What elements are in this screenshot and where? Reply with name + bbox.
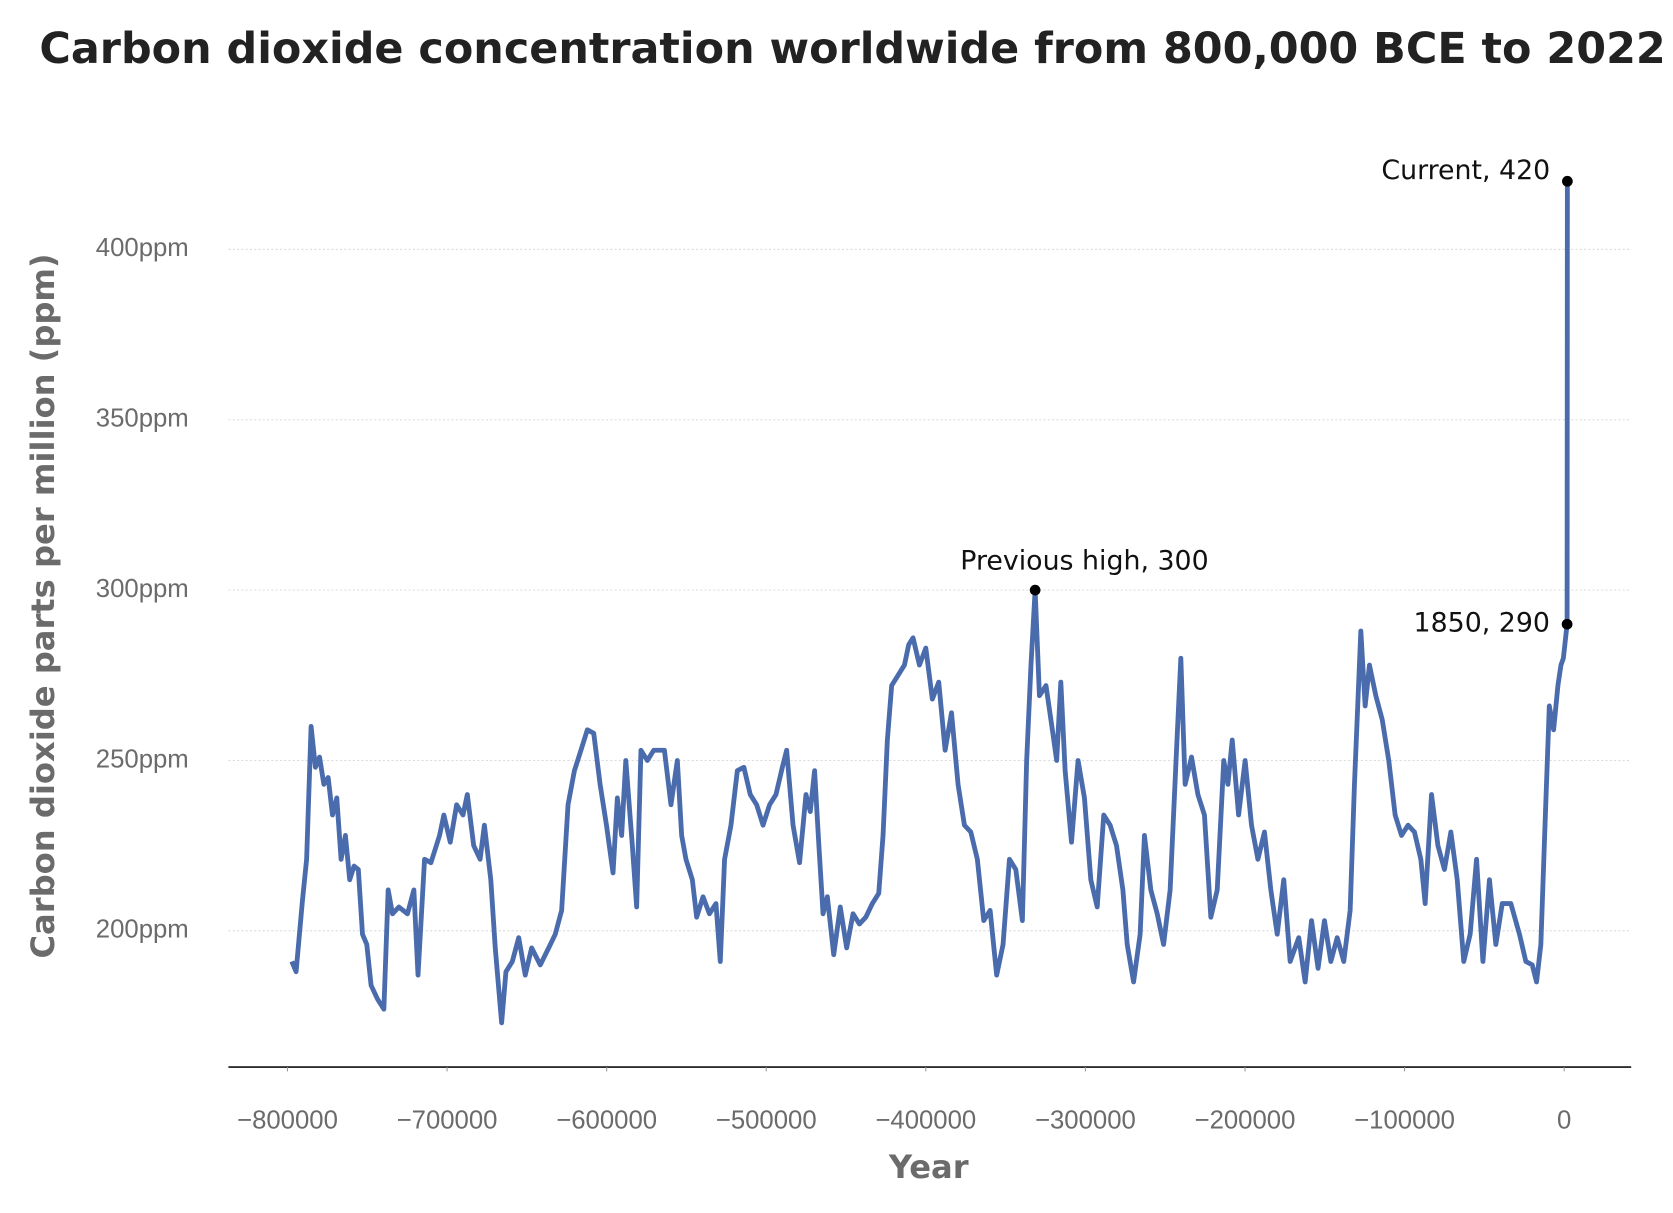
x-tick-label: −500000: [716, 1107, 817, 1135]
y-tick-label: 200ppm: [96, 916, 189, 944]
x-tick-label: −300000: [1035, 1107, 1136, 1135]
x-tick-label: 0: [1557, 1107, 1571, 1135]
annotation-dot: [1029, 584, 1041, 596]
chart-title: Carbon dioxide concentration worldwide f…: [39, 24, 1665, 74]
x-tick-label: −800000: [237, 1107, 338, 1135]
x-tick-label: −600000: [556, 1107, 657, 1135]
annotation-dot: [1561, 618, 1573, 630]
annotation-label: 1850, 290: [1414, 608, 1550, 639]
annotation-label: Current, 420: [1381, 155, 1550, 186]
x-tick-label: −400000: [875, 1107, 976, 1135]
annotation-label: Previous high, 300: [960, 546, 1208, 577]
y-tick-label: 300ppm: [96, 575, 189, 603]
x-tick-label: −100000: [1354, 1107, 1455, 1135]
y-tick-label: 350ppm: [96, 405, 189, 433]
co2-line: [289, 181, 1570, 1026]
y-axis-label: Carbon dioxide parts per million (ppm): [24, 253, 62, 958]
x-tick-label: −200000: [1195, 1107, 1296, 1135]
y-tick-label: 400ppm: [96, 234, 189, 262]
x-tick-label: −700000: [397, 1107, 498, 1135]
y-tick-label: 250ppm: [96, 745, 189, 773]
x-axis-label: Year: [888, 1148, 969, 1186]
annotation-dot: [1562, 175, 1573, 187]
